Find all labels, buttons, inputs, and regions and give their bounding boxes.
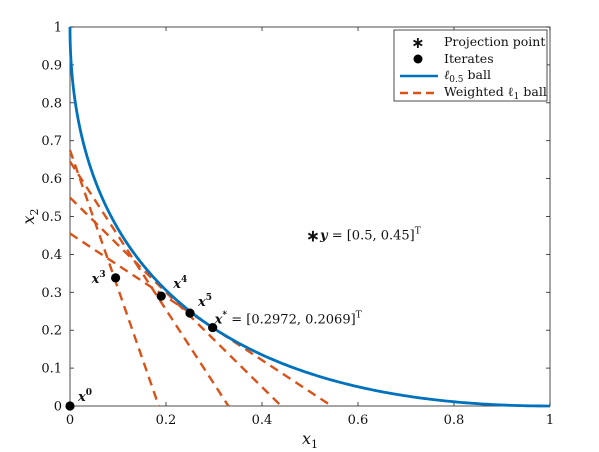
weighted-l1-ball-line bbox=[68, 160, 230, 407]
legend-label-weighted-l1-ball: Weighted ℓ1 ball bbox=[444, 84, 547, 102]
iterate-label-symbol: x bbox=[77, 390, 86, 405]
legend-label-iterates: Iterates bbox=[444, 51, 494, 66]
x-tick-label: 1 bbox=[546, 413, 554, 428]
iterate-point bbox=[208, 322, 218, 333]
legend: ∗ Projection point Iterates ℓ0.5 ball We… bbox=[393, 29, 548, 102]
iterate-label: x* = [0.2972, 0.2069]T bbox=[214, 311, 362, 328]
iterate-label-symbol: x bbox=[91, 272, 100, 287]
iterate-label: x3 bbox=[91, 270, 106, 287]
y-axis-label-sub: 2 bbox=[28, 208, 41, 215]
y-tick-label: 0.7 bbox=[41, 134, 62, 149]
iterate-label-symbol: x bbox=[214, 313, 223, 328]
legend-label-l05-rest: ball bbox=[464, 67, 491, 82]
legend-label-projection-point: Projection point bbox=[444, 34, 545, 49]
iterate-label-symbol: x bbox=[197, 295, 206, 310]
iterate-label: x0 bbox=[77, 388, 92, 405]
y-tick-label: 1 bbox=[54, 21, 62, 36]
iterate-label: x5 bbox=[197, 293, 212, 310]
legend-item-weighted-l1-ball: Weighted ℓ1 ball bbox=[400, 84, 547, 102]
y-tick-label: 0.9 bbox=[41, 58, 62, 73]
iterate-point bbox=[65, 401, 75, 411]
y-tick-label: 0.4 bbox=[41, 248, 62, 263]
x-tick-label: 0.8 bbox=[444, 413, 465, 428]
legend-item-l05-ball: ℓ0.5 ball bbox=[400, 67, 491, 85]
iterate-label: x4 bbox=[172, 275, 187, 292]
asterisk-marker-icon: ∗ bbox=[411, 33, 424, 52]
y-axis-label: x2 bbox=[19, 208, 41, 224]
projection-point-value: = [0.5, 0.45] bbox=[328, 228, 415, 243]
legend-item-projection-point: ∗ Projection point bbox=[411, 33, 545, 52]
projection-point-marker: ∗ bbox=[306, 226, 320, 246]
legend-item-iterates: Iterates bbox=[413, 51, 494, 66]
y-tick-label: 0.8 bbox=[41, 96, 62, 111]
iterate-value-text: = [0.2972, 0.2069] bbox=[227, 313, 356, 328]
x-axis-label: x1 bbox=[302, 429, 318, 451]
iterate-label-symbol: x bbox=[172, 277, 181, 292]
legend-label-l05-main: ℓ bbox=[444, 67, 449, 82]
y-tick-label: 0.6 bbox=[41, 172, 62, 187]
iterate-label-sup: 4 bbox=[181, 275, 187, 285]
x-tick-label: 0.2 bbox=[156, 413, 177, 428]
x-tick-label: 0 bbox=[66, 413, 74, 428]
legend-label-weighted-main: Weighted ℓ bbox=[444, 84, 514, 99]
legend-label-weighted-rest: ball bbox=[519, 84, 546, 99]
iterate-value-sup: T bbox=[356, 311, 362, 321]
y-tick-label: 0 bbox=[54, 400, 62, 415]
iterate-label-sup: * bbox=[222, 311, 227, 321]
iterate-point bbox=[111, 273, 121, 283]
y-tick-label: 0.5 bbox=[41, 210, 62, 225]
x-axis-label-sub: 1 bbox=[311, 438, 318, 451]
projection-point-symbol: y bbox=[319, 228, 329, 243]
x-axis-label-main: x bbox=[302, 429, 311, 448]
legend-label-l05-sub: 0.5 bbox=[449, 75, 464, 85]
iterate-label-sup: 3 bbox=[99, 270, 105, 280]
y-axis-label-main: x bbox=[19, 215, 38, 224]
legend-box bbox=[393, 29, 548, 102]
x-tick-label: 0.4 bbox=[252, 413, 273, 428]
x-tick-label: 0.6 bbox=[348, 413, 369, 428]
weighted-l1-ball-line bbox=[69, 196, 283, 407]
iterate-label-sup: 5 bbox=[206, 293, 212, 303]
dot-marker-icon bbox=[413, 54, 423, 64]
iterate-point bbox=[185, 308, 195, 318]
iterate-point bbox=[156, 291, 166, 301]
legend-label-l05-ball: ℓ0.5 ball bbox=[444, 67, 491, 85]
legend-label-weighted-sub: 1 bbox=[514, 92, 520, 102]
y-tick-label: 0.1 bbox=[41, 362, 62, 377]
projection-point-label: y = [0.5, 0.45]T bbox=[319, 226, 421, 243]
iterate-label-sup: 0 bbox=[86, 388, 92, 398]
projection-point-value-sup: T bbox=[415, 226, 421, 236]
y-tick-label: 0.3 bbox=[41, 286, 62, 301]
y-tick-label: 0.2 bbox=[41, 324, 62, 339]
axis-ticks: 0 0.2 0.4 0.6 0.8 1 0 0.1 0.2 0.3 0.4 0.5 0.6 0.7 0.8 0… bbox=[41, 21, 554, 429]
